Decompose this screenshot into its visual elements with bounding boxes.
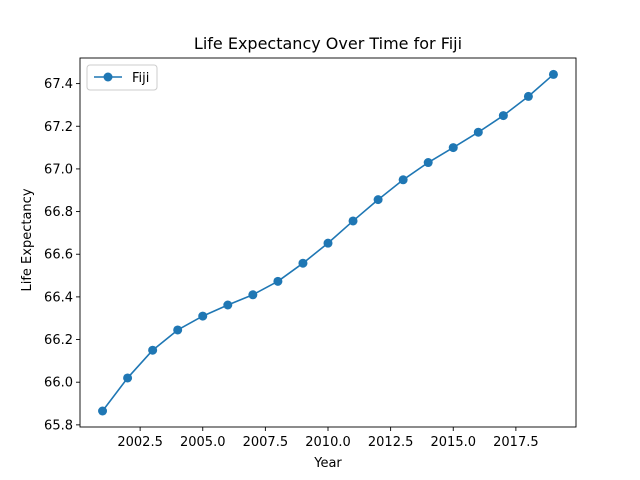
- data-point: [198, 311, 208, 321]
- legend-label: Fiji: [132, 71, 149, 86]
- x-tick-label: 2012.5: [368, 435, 414, 450]
- data-point: [248, 290, 258, 300]
- data-point: [498, 111, 508, 121]
- data-point: [448, 143, 458, 153]
- data-point: [148, 345, 158, 355]
- legend-marker: [103, 72, 113, 82]
- y-tick-label: 67.4: [44, 77, 73, 92]
- axes-frame: [79, 57, 577, 428]
- x-tick-label: 2005.0: [180, 435, 226, 450]
- y-tick-label: 65.8: [44, 418, 73, 433]
- data-point: [323, 238, 333, 248]
- data-point: [548, 69, 558, 79]
- y-tick-label: 66.2: [44, 333, 73, 348]
- x-tick-label: 2017.5: [493, 435, 539, 450]
- data-point: [373, 195, 383, 205]
- x-tick-label: 2015.0: [431, 435, 477, 450]
- data-point: [273, 276, 283, 286]
- x-axis-label: Year: [313, 456, 342, 471]
- data-point: [123, 373, 133, 383]
- y-tick-label: 67.2: [44, 120, 73, 135]
- x-tick-label: 2010.0: [305, 435, 351, 450]
- data-point: [173, 325, 183, 335]
- data-point: [398, 175, 408, 185]
- plot-area: 2002.5 2005.0 2007.5 2010.0 2012.5 2015.0 2017…: [44, 57, 577, 450]
- data-point: [298, 258, 308, 268]
- x-tick-label: 2007.5: [243, 435, 289, 450]
- data-point: [98, 406, 108, 416]
- data-point: [348, 216, 358, 226]
- data-point: [523, 91, 533, 101]
- x-tick-label: 2002.5: [117, 435, 163, 450]
- chart-title: Life Expectancy Over Time for Fiji: [194, 34, 462, 53]
- y-tick-label: 66.6: [44, 248, 73, 263]
- data-point: [473, 127, 483, 137]
- y-tick-label: 67.0: [44, 162, 73, 177]
- data-point: [223, 300, 233, 310]
- y-tick-label: 66.4: [44, 290, 73, 305]
- y-axis-label: Life Expectancy: [20, 188, 35, 291]
- y-tick-label: 66.8: [44, 205, 73, 220]
- data-point: [423, 158, 433, 168]
- y-tick-label: 66.0: [44, 376, 73, 391]
